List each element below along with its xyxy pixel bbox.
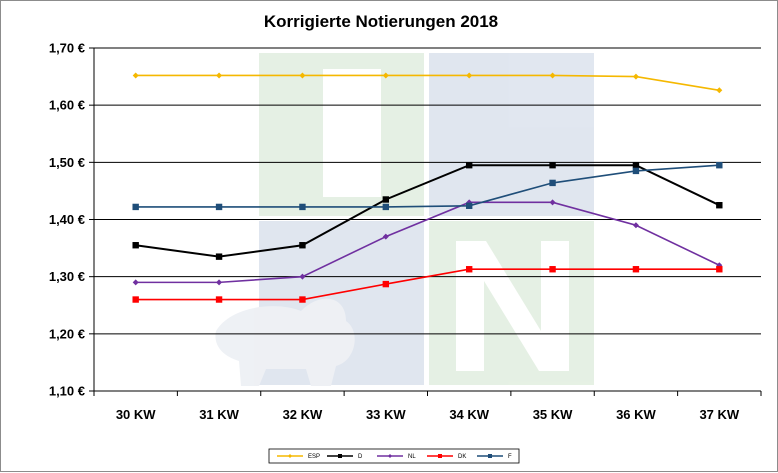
series-layer (132, 72, 723, 303)
legend-swatch-marker (488, 454, 492, 458)
data-point (299, 203, 306, 211)
legend-swatch-marker (288, 454, 292, 458)
data-point (632, 222, 639, 229)
data-point (132, 242, 139, 249)
data-point (216, 72, 223, 79)
data-point (632, 266, 640, 273)
data-point (216, 279, 223, 286)
series-line-d (135, 164, 720, 258)
data-point (382, 196, 390, 203)
data-point (549, 179, 556, 187)
data-point (549, 266, 556, 273)
data-point (716, 161, 723, 169)
data-point (465, 161, 473, 169)
data-point (549, 199, 556, 206)
data-point (382, 233, 389, 240)
legend: ESP D NL DK F (268, 448, 520, 464)
data-point (632, 73, 639, 80)
legend-label: ESP (308, 454, 320, 460)
legend-label: NL (408, 454, 416, 460)
series-dk (132, 266, 723, 303)
data-point (716, 266, 723, 273)
x-tick-label: 37 KW (699, 407, 739, 422)
series-line-nl (135, 201, 720, 284)
data-point (299, 72, 306, 79)
x-tick-label: 33 KW (366, 407, 406, 422)
y-tick-label: 1,10 € (49, 384, 85, 399)
y-tick-label: 1,40 € (49, 212, 85, 227)
legend-label: DK (458, 454, 466, 460)
legend-item-dk: DK (427, 454, 466, 460)
y-tick-label: 1,30 € (49, 269, 85, 284)
data-point (632, 167, 640, 175)
legend-swatch-marker (338, 454, 342, 458)
y-tick-label: 1,60 € (49, 98, 85, 113)
watermark-logo (215, 53, 594, 386)
series-f (132, 161, 723, 211)
data-point (215, 296, 223, 303)
data-point (465, 266, 473, 273)
series-line-f (135, 164, 720, 208)
data-point (716, 202, 723, 209)
data-point (382, 280, 390, 288)
series-line-dk (135, 268, 720, 301)
data-point (382, 72, 389, 79)
x-axis-ticks: 30 KW 31 KW 32 KW 33 KW 34 KW 35 KW 36 KW 37 KW (93, 391, 762, 422)
data-point (132, 72, 139, 79)
series-nl (132, 199, 723, 286)
data-point (299, 273, 306, 280)
legend-swatch-marker (388, 454, 392, 458)
x-tick-label: 34 KW (449, 407, 489, 422)
x-tick-label: 31 KW (199, 407, 239, 422)
x-tick-label: 32 KW (283, 407, 323, 422)
y-tick-label: 1,70 € (49, 41, 85, 56)
series-d (132, 161, 723, 260)
legend-swatch-marker (438, 454, 442, 458)
x-tick-label: 36 KW (616, 407, 656, 422)
data-point (549, 72, 556, 79)
data-point (632, 161, 640, 169)
legend-item-d: D (327, 454, 363, 460)
legend-item-nl: NL (377, 454, 416, 460)
data-point (299, 296, 306, 303)
data-point (132, 296, 139, 303)
data-point (716, 87, 723, 94)
data-point (215, 203, 223, 211)
y-tick-label: 1,20 € (49, 326, 85, 341)
y-axis-ticks: 1,10 € 1,20 € 1,30 € 1,40 € 1,50 € 1,60 € 1,70… (49, 41, 94, 399)
grid-lines (94, 47, 761, 335)
data-point (132, 203, 139, 211)
data-point (382, 203, 390, 211)
legend-label: D (358, 454, 363, 460)
data-point (299, 242, 306, 249)
x-tick-label: 30 KW (116, 407, 156, 422)
data-point (132, 279, 139, 286)
series-esp (132, 72, 723, 94)
series-line-esp (135, 74, 720, 92)
y-tick-label: 1,50 € (49, 155, 85, 170)
legend-item-f: F (477, 454, 512, 460)
x-tick-label: 35 KW (533, 407, 573, 422)
legend-label: F (508, 454, 512, 460)
legend-item-esp: ESP (277, 454, 320, 460)
data-point (215, 253, 223, 260)
data-point (466, 72, 473, 79)
data-point (549, 161, 556, 169)
chart-title: Korrigierte Notierungen 2018 (264, 12, 498, 31)
data-point (465, 202, 473, 209)
